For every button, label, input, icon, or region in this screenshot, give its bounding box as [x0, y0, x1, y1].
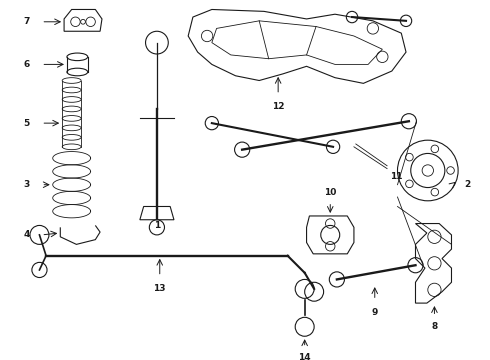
- Text: 12: 12: [272, 102, 284, 111]
- Text: 13: 13: [153, 284, 166, 293]
- Text: 7: 7: [24, 17, 30, 26]
- Text: 6: 6: [24, 60, 30, 69]
- Text: 11: 11: [390, 172, 402, 181]
- Text: 14: 14: [298, 353, 311, 360]
- Text: 5: 5: [24, 119, 30, 128]
- Text: 10: 10: [324, 188, 337, 197]
- Text: 4: 4: [24, 230, 30, 239]
- Text: 8: 8: [431, 322, 438, 331]
- Text: 9: 9: [371, 308, 378, 317]
- Text: 2: 2: [464, 180, 470, 189]
- Text: 3: 3: [24, 180, 30, 189]
- Text: 1: 1: [154, 221, 160, 230]
